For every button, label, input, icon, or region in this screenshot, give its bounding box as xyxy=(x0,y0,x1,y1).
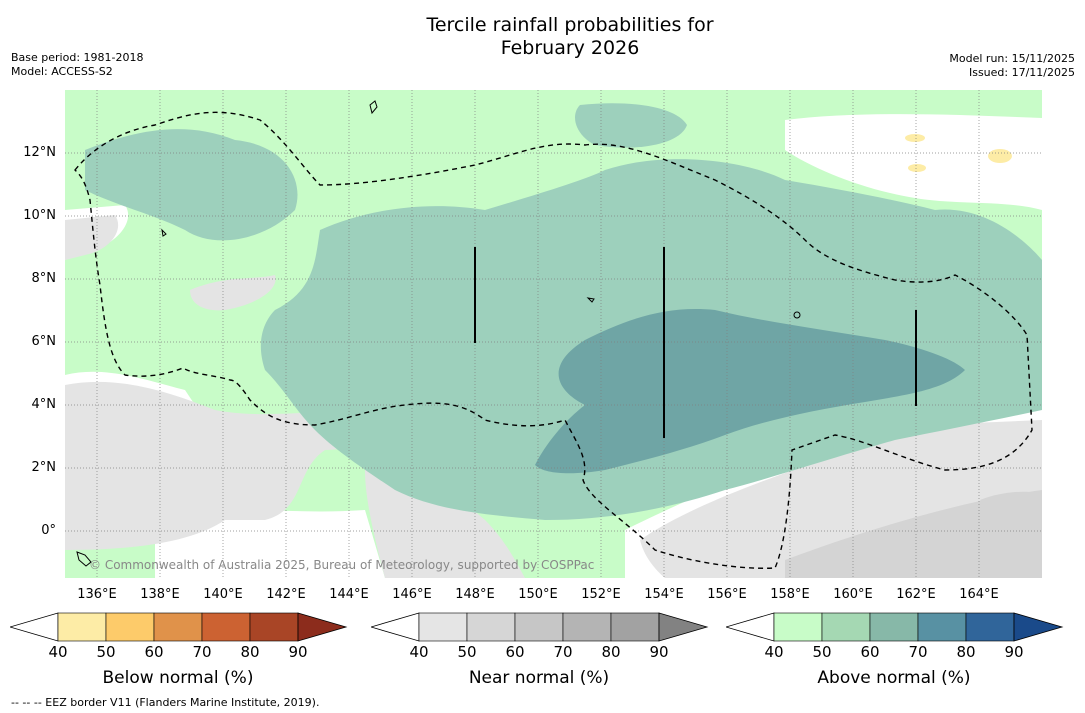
lon-label: 158°E xyxy=(770,587,810,602)
colorbar-segment xyxy=(773,612,823,642)
colorbar-below xyxy=(10,612,348,642)
graticule xyxy=(65,90,1042,578)
lat-label: 10°N xyxy=(23,208,56,223)
lon-label: 142°E xyxy=(266,587,306,602)
colorbar-extend-low xyxy=(10,612,59,642)
cb-tick: 60 xyxy=(505,643,525,661)
colorbar-segment xyxy=(418,612,468,642)
cb-tick: 40 xyxy=(764,643,784,661)
colorbar-segment xyxy=(869,612,919,642)
lat-label: 4°N xyxy=(31,397,57,412)
above-normal-60-70 xyxy=(535,309,965,474)
colorbar-segment xyxy=(965,612,1015,642)
lon-label: 150°E xyxy=(518,587,558,602)
lat-label: 8°N xyxy=(31,271,57,286)
cb-tick: 70 xyxy=(553,643,573,661)
eez-border xyxy=(74,111,1033,569)
cb-tick: 50 xyxy=(812,643,832,661)
cb-tick: 90 xyxy=(288,643,308,661)
lon-label: 136°E xyxy=(77,587,117,602)
probability-map xyxy=(65,90,1042,578)
cb-tick: 50 xyxy=(96,643,116,661)
colorbar-segment xyxy=(153,612,203,642)
island-markers xyxy=(474,247,917,438)
colorbar-extend-high xyxy=(297,612,348,642)
lon-label: 156°E xyxy=(707,587,747,602)
colorbar-below-title: Below normal (%) xyxy=(102,668,254,688)
colorbar-segment xyxy=(821,612,871,642)
colorbar-extend-low xyxy=(371,612,420,642)
cb-tick: 90 xyxy=(1004,643,1024,661)
lon-label: 152°E xyxy=(581,587,621,602)
colorbar-segment xyxy=(201,612,251,642)
lon-label: 144°E xyxy=(329,587,369,602)
map-svg xyxy=(65,90,1042,578)
lat-label: 2°N xyxy=(31,460,57,475)
cb-tick: 80 xyxy=(601,643,621,661)
colorbar-segment xyxy=(514,612,564,642)
colorbar-above xyxy=(726,612,1064,642)
near-normal-areas xyxy=(65,215,1042,578)
colorbar-above-title: Above normal (%) xyxy=(817,668,971,688)
meta-right: Model run: 15/11/2025 Issued: 17/11/2025 xyxy=(949,52,1075,80)
title-line-1: Tercile rainfall probabilities for xyxy=(426,14,714,36)
base-period: Base period: 1981-2018 xyxy=(11,51,144,64)
near-normal-darker-areas xyxy=(785,490,1042,578)
lat-label: 6°N xyxy=(31,334,57,349)
colorbar-segment xyxy=(57,612,107,642)
colorbar-segment xyxy=(249,612,299,642)
colorbar-near xyxy=(371,612,709,642)
meta-left: Base period: 1981-2018 Model: ACCESS-S2 xyxy=(11,51,143,79)
below-normal-areas xyxy=(905,134,1012,172)
cb-tick: 40 xyxy=(48,643,68,661)
coastline-islands xyxy=(76,100,801,567)
above-normal-50-60-north xyxy=(575,103,687,148)
model-run: Model run: 15/11/2025 xyxy=(949,52,1075,65)
lon-label: 154°E xyxy=(644,587,684,602)
cb-tick: 40 xyxy=(409,643,429,661)
lat-label: 0° xyxy=(41,523,56,538)
colorbar-segment xyxy=(105,612,155,642)
lon-label: 140°E xyxy=(203,587,243,602)
colorbar-extend-low xyxy=(726,612,775,642)
cb-tick: 50 xyxy=(457,643,477,661)
lon-label: 162°E xyxy=(896,587,936,602)
lon-label: 160°E xyxy=(833,587,873,602)
lat-label: 12°N xyxy=(23,145,56,160)
cb-tick: 70 xyxy=(192,643,212,661)
issued-date: Issued: 17/11/2025 xyxy=(968,66,1075,79)
model-name: Model: ACCESS-S2 xyxy=(11,65,113,78)
copyright-text: © Commonwealth of Australia 2025, Bureau… xyxy=(89,558,595,572)
colorbar-extend-high xyxy=(658,612,709,642)
colorbar-near-title: Near normal (%) xyxy=(468,668,610,688)
cb-tick: 60 xyxy=(144,643,164,661)
lon-label: 148°E xyxy=(455,587,495,602)
colorbar-segment xyxy=(610,612,660,642)
map-title: Tercile rainfall probabilities for Febru… xyxy=(0,14,1085,60)
cb-tick: 80 xyxy=(240,643,260,661)
cb-tick: 90 xyxy=(649,643,669,661)
colorbar-extend-high xyxy=(1013,612,1064,642)
lon-label: 164°E xyxy=(959,587,999,602)
colorbar-segment xyxy=(917,612,967,642)
colorbar-segment xyxy=(466,612,516,642)
lon-label: 138°E xyxy=(140,587,180,602)
footnote: -- -- -- EEZ border V11 (Flanders Marine… xyxy=(11,696,320,709)
colorbar-segment xyxy=(562,612,612,642)
above-normal-50-60 xyxy=(85,129,1042,520)
cb-tick: 80 xyxy=(956,643,976,661)
cb-tick: 60 xyxy=(860,643,880,661)
lon-label: 146°E xyxy=(392,587,432,602)
title-line-2: February 2026 xyxy=(500,37,640,59)
cb-tick: 70 xyxy=(908,643,928,661)
